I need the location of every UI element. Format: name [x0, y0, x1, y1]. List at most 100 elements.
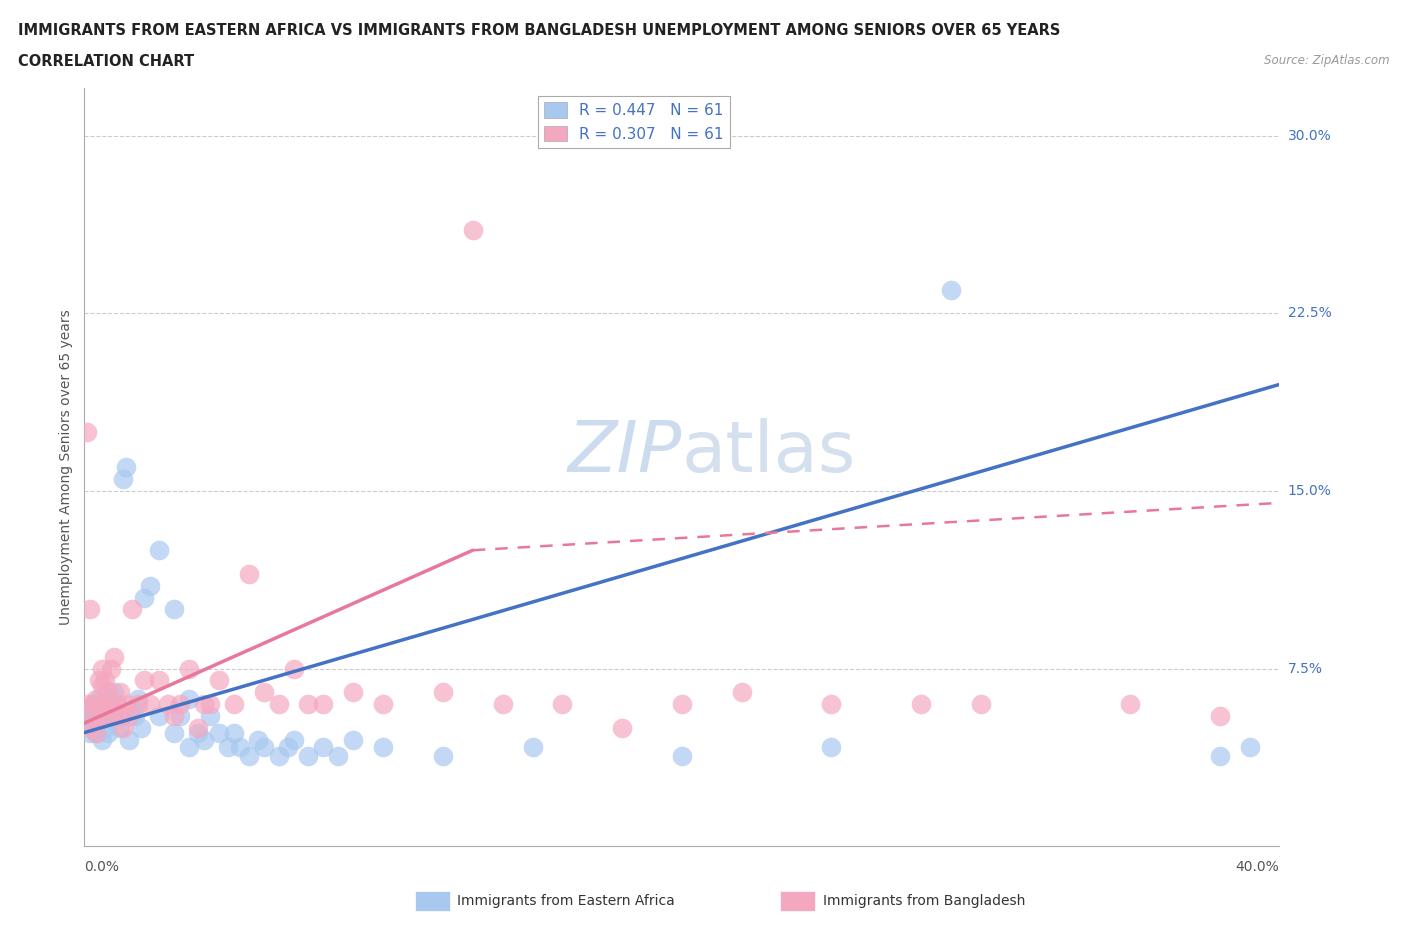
Point [76, 709, 98, 724]
Point [177, 661, 200, 676]
Point [1239, 739, 1261, 754]
Text: CORRELATION CHART: CORRELATION CHART [18, 54, 194, 69]
Point [217, 739, 239, 754]
Point [193, 697, 215, 711]
Point [342, 732, 364, 747]
Point [91, 697, 114, 711]
Point [177, 692, 200, 707]
Point [283, 661, 305, 676]
Text: ZIP: ZIP [568, 418, 682, 486]
Point [267, 749, 290, 764]
Point [132, 673, 156, 688]
Text: 40.0%: 40.0% [1236, 860, 1279, 874]
Point [551, 697, 574, 711]
Point [371, 697, 394, 711]
Point [118, 732, 141, 747]
Point [177, 739, 200, 754]
Point [86, 709, 108, 724]
Point [163, 709, 186, 724]
Point [97, 709, 120, 724]
Text: 7.5%: 7.5% [1288, 661, 1323, 676]
Point [1208, 749, 1232, 764]
Text: IMMIGRANTS FROM EASTERN AFRICA VS IMMIGRANTS FROM BANGLADESH UNEMPLOYMENT AMONG : IMMIGRANTS FROM EASTERN AFRICA VS IMMIGR… [18, 23, 1060, 38]
Point [312, 697, 335, 711]
Point [820, 697, 842, 711]
Point [82, 709, 104, 724]
Point [238, 566, 260, 581]
Point [671, 749, 693, 764]
Point [238, 749, 260, 764]
Point [103, 649, 125, 664]
Point [79, 721, 101, 736]
Point [731, 684, 754, 699]
Point [91, 709, 114, 724]
Point [253, 684, 276, 699]
Point [79, 602, 101, 617]
Point [89, 673, 111, 688]
Point [110, 709, 132, 724]
Point [94, 673, 117, 688]
Point [97, 684, 120, 699]
Point [139, 578, 162, 593]
Point [1119, 697, 1142, 711]
Point [432, 684, 454, 699]
Point [94, 701, 117, 716]
Point [103, 709, 125, 724]
Point [118, 709, 141, 724]
Point [208, 673, 231, 688]
Point [112, 472, 135, 486]
Point [115, 697, 138, 711]
Text: 0.0%: 0.0% [84, 860, 120, 874]
Point [187, 725, 209, 740]
Point [132, 591, 156, 605]
Point [94, 721, 117, 736]
Point [97, 725, 120, 740]
Point [76, 424, 98, 439]
Point [127, 697, 149, 711]
Text: Immigrants from Bangladesh: Immigrants from Bangladesh [823, 894, 1025, 909]
Point [246, 732, 269, 747]
Point [91, 732, 114, 747]
Text: atlas: atlas [682, 418, 856, 486]
Point [461, 223, 484, 238]
Text: Source: ZipAtlas.com: Source: ZipAtlas.com [1264, 54, 1389, 67]
Point [103, 709, 125, 724]
Point [163, 602, 186, 617]
Point [148, 673, 170, 688]
Point [100, 709, 122, 724]
Point [193, 732, 215, 747]
Point [267, 697, 290, 711]
Point [89, 709, 111, 724]
Point [198, 709, 221, 724]
Point [112, 721, 135, 736]
Point [208, 725, 231, 740]
Point [163, 725, 186, 740]
Point [110, 721, 132, 736]
Point [169, 709, 191, 724]
Point [148, 709, 170, 724]
Point [94, 697, 117, 711]
Point [105, 697, 128, 711]
Point [253, 739, 276, 754]
Text: 15.0%: 15.0% [1288, 484, 1331, 498]
Point [157, 697, 180, 711]
Point [610, 721, 633, 736]
Point [89, 701, 111, 716]
Point [283, 732, 305, 747]
Point [79, 701, 101, 716]
Point [371, 739, 394, 754]
Point [820, 739, 842, 754]
Point [432, 749, 454, 764]
Point [124, 709, 146, 724]
Point [671, 697, 693, 711]
Text: Immigrants from Eastern Africa: Immigrants from Eastern Africa [457, 894, 675, 909]
Point [115, 460, 138, 475]
Point [187, 721, 209, 736]
Point [297, 697, 319, 711]
Point [328, 749, 350, 764]
Point [228, 739, 252, 754]
Legend: R = 0.447   N = 61, R = 0.307   N = 61: R = 0.447 N = 61, R = 0.307 N = 61 [538, 96, 730, 148]
Point [76, 697, 98, 711]
Point [97, 692, 120, 707]
Point [129, 721, 152, 736]
